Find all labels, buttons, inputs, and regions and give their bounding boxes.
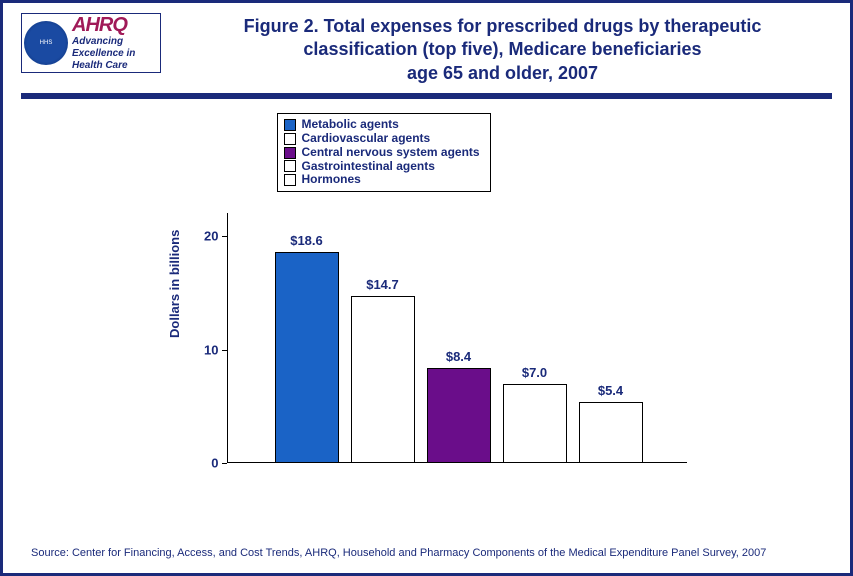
bar <box>427 368 491 463</box>
legend-swatch-icon <box>284 160 296 172</box>
legend-label: Central nervous system agents <box>302 146 480 160</box>
legend-swatch-icon <box>284 119 296 131</box>
hhs-seal-icon: HHS <box>24 21 68 65</box>
ahrq-tagline-3: Health Care <box>72 61 135 71</box>
legend-label: Metabolic agents <box>302 118 399 132</box>
bar <box>275 252 339 463</box>
header-row: HHS AHRQ Advancing Excellence in Health … <box>21 13 832 85</box>
title-line-2: classification (top five), Medicare bene… <box>173 38 832 61</box>
y-tick <box>222 350 227 351</box>
seal-text: HHS <box>40 40 53 46</box>
legend-label: Hormones <box>302 173 361 187</box>
legend-label: Gastrointestinal agents <box>302 160 435 174</box>
plot-area: 01020$18.6$14.7$8.4$7.0$5.4 <box>227 213 687 463</box>
legend-swatch-icon <box>284 133 296 145</box>
legend-item: Hormones <box>284 173 480 187</box>
ahrq-text-block: AHRQ Advancing Excellence in Health Care <box>72 15 135 71</box>
bar-value-label: $7.0 <box>495 365 575 380</box>
y-axis-title: Dollars in billions <box>167 230 182 338</box>
ahrq-tagline-1: Advancing <box>72 37 135 47</box>
figure-title: Figure 2. Total expenses for prescribed … <box>173 13 832 85</box>
bar-value-label: $8.4 <box>419 349 499 364</box>
legend-item: Metabolic agents <box>284 118 480 132</box>
y-tick-label: 20 <box>189 228 219 243</box>
legend-item: Cardiovascular agents <box>284 132 480 146</box>
y-axis-line <box>227 213 228 463</box>
bar <box>503 384 567 464</box>
y-tick-label: 10 <box>189 342 219 357</box>
bar-value-label: $5.4 <box>571 383 651 398</box>
y-tick-label: 0 <box>189 456 219 471</box>
title-line-1: Figure 2. Total expenses for prescribed … <box>173 15 832 38</box>
legend-item: Central nervous system agents <box>284 146 480 160</box>
chart-wrap: Metabolic agentsCardiovascular agentsCen… <box>21 113 832 483</box>
y-tick <box>222 236 227 237</box>
ahrq-tagline-2: Excellence in <box>72 49 135 59</box>
header-divider <box>21 93 832 99</box>
y-tick <box>222 463 227 464</box>
legend-label: Cardiovascular agents <box>302 132 431 146</box>
figure-frame: HHS AHRQ Advancing Excellence in Health … <box>0 0 853 576</box>
bar <box>351 296 415 463</box>
ahrq-brand: AHRQ <box>72 15 135 35</box>
bar <box>579 402 643 463</box>
legend-swatch-icon <box>284 174 296 186</box>
chart-area: Metabolic agentsCardiovascular agentsCen… <box>147 113 707 483</box>
bar-value-label: $14.7 <box>343 277 423 292</box>
source-footnote: Source: Center for Financing, Access, an… <box>31 547 766 559</box>
bar-value-label: $18.6 <box>267 233 347 248</box>
logo-box: HHS AHRQ Advancing Excellence in Health … <box>21 13 161 73</box>
legend-item: Gastrointestinal agents <box>284 160 480 174</box>
legend: Metabolic agentsCardiovascular agentsCen… <box>277 113 491 192</box>
title-line-3: age 65 and older, 2007 <box>173 62 832 85</box>
legend-swatch-icon <box>284 147 296 159</box>
